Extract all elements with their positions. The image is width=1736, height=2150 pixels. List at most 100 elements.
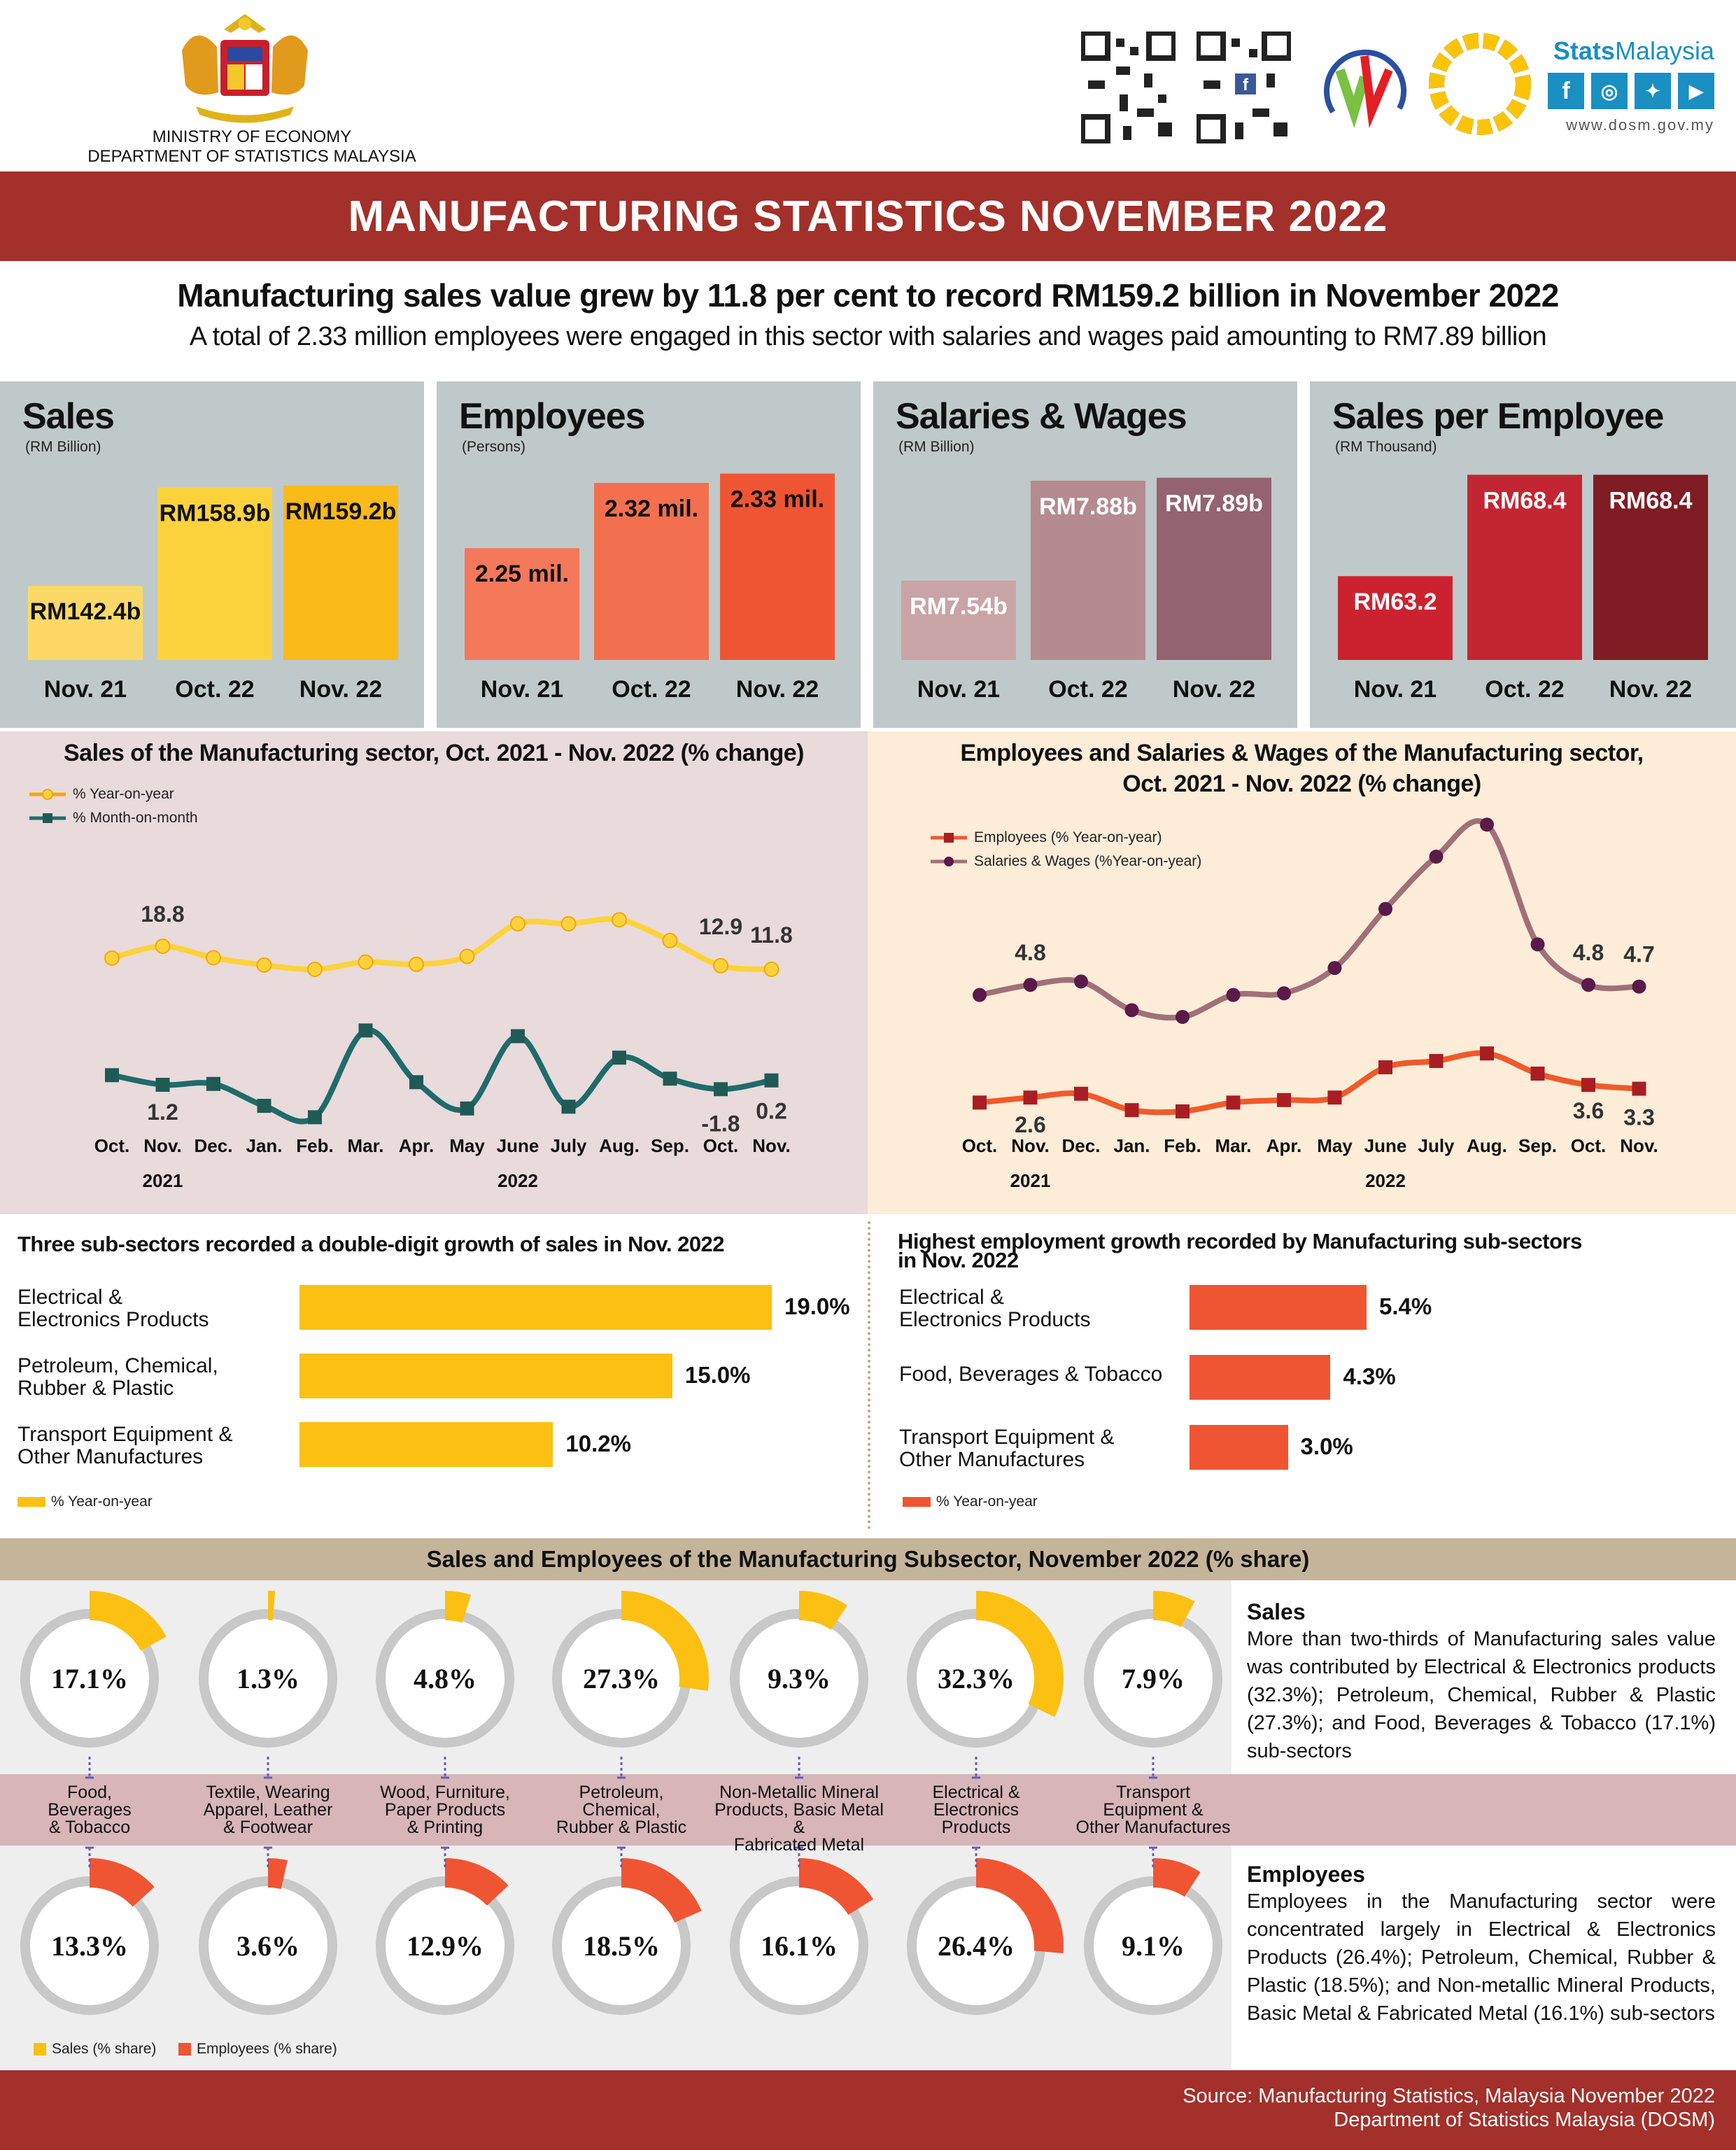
- hbar-value-label: 4.3%: [1343, 1363, 1396, 1389]
- x-tick-label: Nov.: [143, 1135, 181, 1156]
- data-label: 11.8: [750, 922, 793, 948]
- x-tick-label: Oct.: [962, 1135, 998, 1156]
- data-point: [155, 938, 171, 954]
- chart-title-line2: Oct. 2021 - Nov. 2022 (% change): [1122, 771, 1481, 797]
- data-point: [256, 957, 272, 973]
- employment-growth-title: Highest employment growth recorded by Ma…: [898, 1230, 1582, 1271]
- data-point: [1327, 1090, 1342, 1105]
- donut-value-label: 26.4%: [938, 1930, 1015, 1962]
- x-tick-label: Mar.: [347, 1135, 383, 1156]
- hbar-2: [299, 1422, 553, 1467]
- x-tick-label: Feb.: [296, 1135, 333, 1156]
- donut-value-label: 16.1%: [761, 1930, 838, 1962]
- data-point: [1277, 1092, 1291, 1107]
- data-point: [1226, 1095, 1241, 1110]
- data-label: 4.8: [1015, 940, 1045, 965]
- donut-segment: [444, 1858, 509, 1906]
- data-point: [1074, 1086, 1088, 1101]
- x-tick-label: July: [1418, 1135, 1455, 1156]
- donut-value-label: 7.9%: [1122, 1663, 1185, 1694]
- data-label: 4.7: [1623, 942, 1654, 967]
- category-label: Oct. 22: [612, 676, 691, 703]
- data-point: [308, 1110, 322, 1125]
- x-tick-label: Nov.: [1011, 1135, 1049, 1156]
- panel-title: Sales: [22, 396, 115, 437]
- data-point: [713, 957, 728, 974]
- bar-1: [1467, 475, 1582, 660]
- facebook-icon[interactable]: f: [1548, 73, 1584, 109]
- data-point: [155, 1078, 170, 1092]
- donut-value-label: 3.6%: [237, 1930, 299, 1962]
- data-point: [460, 1101, 474, 1116]
- data-label: 3.6: [1573, 1098, 1604, 1123]
- x-tick-label: Sep.: [1518, 1135, 1557, 1156]
- category-label: Oct. 22: [1048, 676, 1127, 703]
- legend-label: % Year-on-year: [936, 1494, 1038, 1510]
- bar-0: [465, 548, 579, 660]
- x-tick-label: Feb.: [1164, 1135, 1201, 1156]
- employees-line-chart: Oct. Nov. Dec. Jan. Feb. Mar. Apr. May June July A…: [962, 817, 1658, 1191]
- bar-value-label: 2.25 mil.: [475, 561, 569, 587]
- sector-label-band: [0, 1774, 1736, 1846]
- hbar-value-label: 5.4%: [1379, 1293, 1432, 1319]
- data-point: [1124, 1003, 1139, 1018]
- data-point: [764, 1073, 779, 1088]
- website-link[interactable]: www.dosm.gov.my: [1566, 116, 1714, 134]
- data-point: [104, 950, 120, 966]
- hbar-value-label: 10.2%: [565, 1431, 631, 1456]
- legend-label: % Month-on-month: [73, 810, 198, 826]
- data-point: [409, 1075, 423, 1090]
- salaries-bar-chart: RM7.54b Nov. 21 RM7.88b Oct. 22 RM7.89b Nov. …: [901, 477, 1271, 703]
- donut-value-label: 1.3%: [237, 1663, 299, 1694]
- donut-segment: [621, 1591, 709, 1691]
- x-tick-label: Sep.: [651, 1135, 689, 1156]
- bar-2: [283, 485, 398, 660]
- sales-summary-text: More than two-thirds of Manufacturing sa…: [1247, 1628, 1716, 1762]
- employees-bar-chart: 2.25 mil. Nov. 21 2.32 mil. Oct. 22 2.33 mil…: [465, 473, 835, 703]
- statistics-day-logo: [1324, 50, 1407, 129]
- x-tick-label: Apr.: [399, 1135, 435, 1156]
- category-label: Nov. 21: [1354, 676, 1437, 703]
- youtube-icon[interactable]: ▶: [1678, 73, 1714, 109]
- salaries-panel: Salaries & Wages (RM Billion) RM7.54b Nov…: [873, 381, 1297, 728]
- twitter-icon[interactable]: ✦: [1635, 73, 1671, 109]
- data-point: [1632, 1081, 1646, 1096]
- data-point: [1530, 937, 1545, 952]
- stats-malaysia-social: StatsMalaysia f ◎ ✦ ▶ www.dosm.gov.my: [1539, 36, 1714, 134]
- data-point: [257, 1099, 271, 1113]
- qr-code-facebook-icon: f: [1197, 31, 1291, 143]
- page-title: MANUFACTURING STATISTICS NOVEMBER 2022: [0, 171, 1736, 261]
- bar-category-label: Food, Beverages & Tobacco: [899, 1363, 1163, 1386]
- bar-1: [157, 487, 272, 660]
- hbar-value-label: 3.0%: [1300, 1433, 1353, 1459]
- data-point: [307, 962, 323, 977]
- donut-value-label: 9.3%: [768, 1663, 831, 1694]
- series-line-1: [979, 818, 1639, 1021]
- headline: Manufacturing sales value grew by 11.8 p…: [177, 277, 1559, 314]
- sector-label: Electrical & Electronics Products: [932, 1783, 1020, 1837]
- data-point: [763, 962, 779, 977]
- donut-segment: [89, 1858, 155, 1907]
- employees-summary-text: Employees in the Manufacturing sector we…: [1247, 1890, 1716, 2025]
- donut-value-label: 18.5%: [583, 1930, 660, 1962]
- legend-employees-share: Employees (% share): [178, 2041, 337, 2058]
- employees-summary-heading: Employees: [1247, 1862, 1365, 1887]
- x-tick-label: Aug.: [599, 1135, 640, 1156]
- bar-0: [901, 580, 1016, 660]
- hbar-0: [1190, 1285, 1367, 1330]
- data-point: [1530, 1067, 1545, 1081]
- bar-category-label: Petroleum, Chemical, Rubber & Plastic: [17, 1354, 218, 1400]
- sales-per-employee-bar-chart: RM63.2 Nov. 21 RM68.4 Oct. 22 RM68.4 Nov. 22: [1338, 475, 1708, 703]
- data-point: [1378, 901, 1392, 916]
- chart-title: Employees and Salaries & Wages of the Ma…: [960, 740, 1644, 766]
- bar-2: [1157, 477, 1271, 660]
- data-point: [1176, 1010, 1190, 1024]
- instagram-icon[interactable]: ◎: [1591, 73, 1628, 109]
- x-tick-label: June: [497, 1135, 539, 1156]
- bar-value-label: 2.32 mil.: [605, 496, 698, 522]
- legend-salaries: Salaries & Wages (%Year-on-year): [929, 853, 1201, 870]
- panel-title: Employees: [459, 396, 646, 437]
- qr-code-icon: [1081, 31, 1176, 143]
- chart-title: Sales of the Manufacturing sector, Oct. …: [64, 740, 804, 766]
- x-tick-label: June: [1364, 1135, 1407, 1156]
